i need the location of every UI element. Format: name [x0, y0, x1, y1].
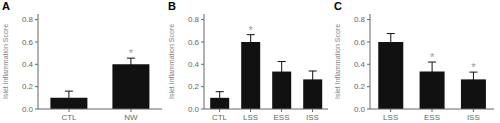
svg-text:ESS: ESS [273, 113, 289, 122]
svg-text:Islet Inflammation Score: Islet Inflammation Score [8, 24, 9, 99]
svg-text:0.2: 0.2 [22, 82, 34, 91]
svg-text:*: * [471, 61, 476, 73]
svg-text:0.8: 0.8 [188, 15, 200, 24]
svg-text:ISS: ISS [467, 113, 480, 122]
svg-text:LSS: LSS [383, 113, 398, 122]
svg-text:0.6: 0.6 [188, 38, 200, 47]
svg-text:0.2: 0.2 [354, 82, 366, 91]
svg-text:0.0: 0.0 [354, 105, 366, 114]
svg-text:NW: NW [124, 113, 138, 122]
svg-text:*: * [249, 24, 254, 36]
svg-text:0.6: 0.6 [354, 38, 366, 47]
svg-text:ISS: ISS [306, 113, 319, 122]
svg-text:0.0: 0.0 [188, 105, 200, 114]
svg-text:LSS: LSS [243, 113, 258, 122]
svg-text:0.8: 0.8 [354, 15, 366, 24]
html-text:B: B [168, 0, 176, 12]
html-text:A: A [2, 0, 10, 12]
svg-text:0.6: 0.6 [22, 38, 34, 47]
svg-text:*: * [129, 47, 134, 59]
svg-text:CTL: CTL [212, 113, 228, 122]
html-text:C: C [334, 0, 342, 12]
svg-text:*: * [430, 51, 435, 63]
svg-text:Islet Inflammation Score: Islet Inflammation Score [168, 24, 175, 99]
svg-text:0.4: 0.4 [22, 60, 34, 69]
svg-text:0.4: 0.4 [354, 60, 366, 69]
svg-text:0.2: 0.2 [188, 82, 200, 91]
svg-text:0.0: 0.0 [22, 105, 34, 114]
svg-text:0.8: 0.8 [22, 15, 34, 24]
svg-text:Islet Inflammation Score: Islet Inflammation Score [334, 24, 341, 99]
svg-text:CTL: CTL [61, 113, 77, 122]
svg-text:ESS: ESS [424, 113, 440, 122]
svg-text:0.4: 0.4 [188, 60, 200, 69]
